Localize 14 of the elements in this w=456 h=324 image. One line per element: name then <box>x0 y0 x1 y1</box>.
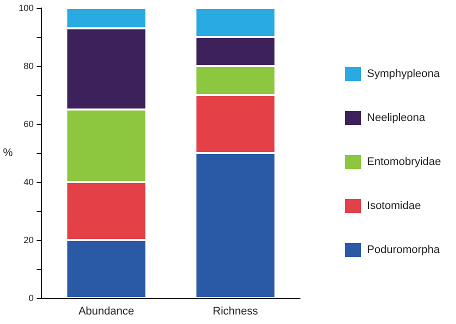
y-tick-label: 60 <box>24 119 34 129</box>
legend-label: Symphypleona <box>367 68 441 80</box>
x-tick-label: Richness <box>212 306 259 318</box>
legend-label: Neelipleona <box>367 112 426 124</box>
y-tick-label: 40 <box>24 177 34 187</box>
legend-label: Isotomidae <box>367 200 421 212</box>
legend-label: Poduromorpha <box>367 244 441 256</box>
y-axis-title: % <box>3 147 13 159</box>
legend-label: Entomobryidae <box>367 156 442 168</box>
y-tick-label: 20 <box>24 235 34 245</box>
x-tick-label: Abundance <box>78 306 134 318</box>
y-tick-label: 100 <box>18 3 34 13</box>
y-tick-label: 0 <box>28 293 34 303</box>
y-tick-label: 80 <box>24 61 34 71</box>
